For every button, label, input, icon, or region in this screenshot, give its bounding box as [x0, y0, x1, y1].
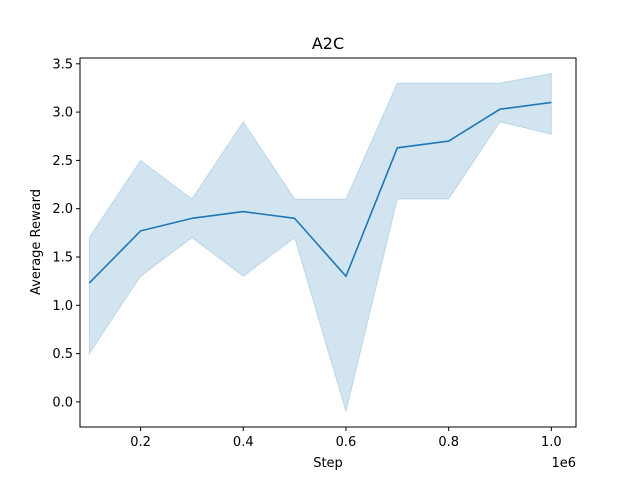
y-axis-label: Average Reward [29, 189, 44, 295]
y-tick-label: 3.0 [52, 106, 73, 121]
x-tick-label: 0.8 [438, 435, 459, 450]
x-tick-label: 1.0 [541, 435, 562, 450]
x-axis-offset-label: 1e6 [551, 456, 576, 471]
x-tick-label: 0.2 [130, 435, 151, 450]
y-tick-label: 3.5 [52, 57, 73, 72]
y-tick-label: 1.0 [52, 299, 73, 314]
x-tick-label: 0.4 [233, 435, 254, 450]
x-axis-label: Step [313, 456, 343, 471]
y-tick-label: 0.0 [52, 395, 73, 410]
x-tick-label: 0.6 [336, 435, 357, 450]
y-tick-label: 2.5 [52, 154, 73, 169]
chart-title: A2C [312, 34, 344, 53]
y-tick-label: 2.0 [52, 202, 73, 217]
y-tick-label: 0.5 [52, 347, 73, 362]
plot-frame [79, 57, 577, 428]
mean-reward-line [88, 101, 552, 284]
y-tick-label: 1.5 [52, 250, 73, 265]
confidence-band [88, 72, 552, 414]
